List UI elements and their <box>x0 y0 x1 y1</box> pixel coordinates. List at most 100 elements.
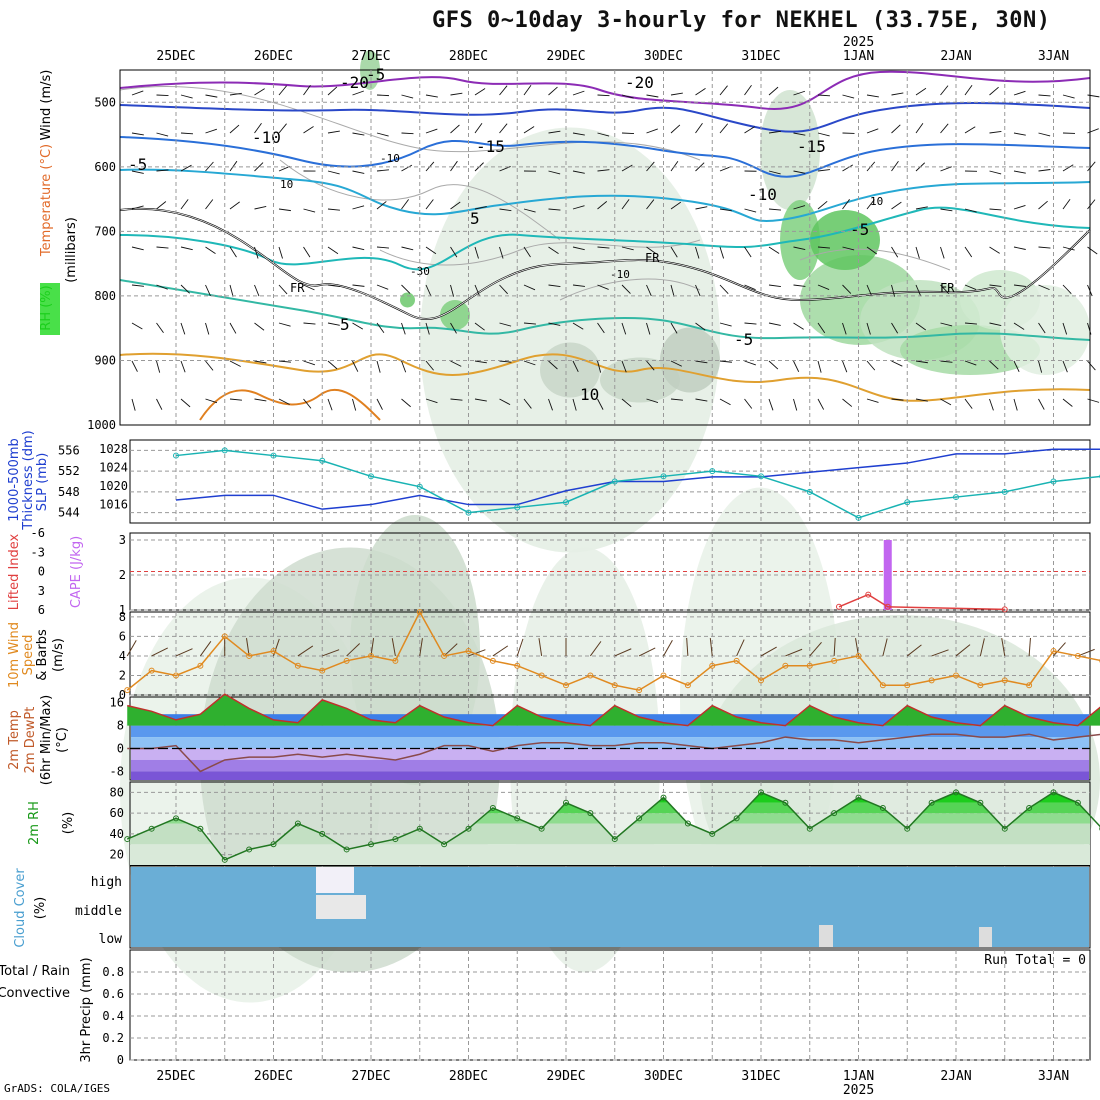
rh-2m-line-point <box>465 825 472 832</box>
wind-barb <box>352 322 364 330</box>
wind-barb <box>499 360 512 363</box>
date-label-bottom: 31DEC <box>741 1069 780 1084</box>
wind-barb <box>891 92 904 96</box>
wind-barb-10m <box>126 640 137 657</box>
wind-barb <box>940 322 953 327</box>
wind-barb-10m <box>1028 637 1031 656</box>
wind-barb <box>474 322 485 331</box>
wind-barb <box>376 322 385 334</box>
rh-2m-line-point <box>368 841 374 848</box>
wind-barb <box>450 322 457 334</box>
wind-barb <box>597 284 609 290</box>
wind-barb <box>719 85 728 96</box>
wind-barb <box>621 360 627 373</box>
wind-barb <box>989 131 1002 134</box>
wind-barb <box>695 322 706 331</box>
thickness-series-line <box>175 449 1100 519</box>
thickness-series-line-point <box>514 504 521 511</box>
cloud-level-middle: middle <box>75 904 122 919</box>
wind-barb <box>866 398 879 403</box>
wind-barb <box>1062 322 1068 335</box>
wind-barb <box>940 398 952 406</box>
wind-barb <box>719 123 729 134</box>
rh-tick: 80 <box>110 785 124 799</box>
wind-barb <box>793 284 806 287</box>
rh-2m-line-point <box>319 830 326 837</box>
temp-label-1: 2m Temp <box>7 710 22 770</box>
wind-barb <box>254 88 265 96</box>
wind-barb <box>156 246 169 249</box>
wind-barb <box>989 398 994 411</box>
precip-tick: 0.6 <box>102 987 124 1001</box>
rh-shade-7 <box>760 90 820 210</box>
wind-barb <box>131 322 143 330</box>
temp-band <box>131 748 1089 760</box>
wind-barb <box>621 246 634 251</box>
wind-tick: 4 <box>119 649 126 663</box>
wind-barb-10m <box>443 643 458 657</box>
wind-barb <box>278 246 283 259</box>
pressure-tick: 700 <box>94 224 116 238</box>
wind-barb <box>523 84 532 96</box>
wind-barb <box>303 322 316 325</box>
wind10-speed-line-point <box>343 657 350 664</box>
wind-barb <box>744 322 757 325</box>
wind-barb-10m <box>785 648 803 657</box>
wind10-speed-line <box>126 610 1100 691</box>
wind10-speed-line-point <box>173 672 179 679</box>
wind-barb <box>915 87 927 96</box>
wind-barb-10m <box>1053 642 1066 657</box>
wind-barb <box>597 360 602 373</box>
wind-barb <box>768 130 781 134</box>
wind-barb <box>548 322 561 326</box>
wind-barb <box>744 398 753 409</box>
wind-barb <box>695 162 705 172</box>
cloud-level-high: high <box>91 875 122 890</box>
temp-contour-3 <box>119 168 1091 222</box>
wind-barb <box>940 360 953 363</box>
wind-barb-10m <box>931 649 949 657</box>
rh-2m-line-point <box>538 825 545 832</box>
wind-barb <box>621 398 632 408</box>
thickness-tick: 552 <box>58 464 80 478</box>
wind-barb <box>670 92 683 96</box>
slp-label-1: 1000-500mb <box>7 438 22 522</box>
temp-label-2: 2m DewPt <box>23 707 38 774</box>
wind-barb <box>229 360 241 367</box>
wind10-speed-line-point <box>977 682 984 689</box>
wind-barb <box>499 85 508 96</box>
wind-barb-10m <box>419 638 423 657</box>
credit: GrADS: COLA/IGES <box>4 1082 110 1095</box>
wind-barb <box>376 360 381 373</box>
wind-barb <box>1013 246 1026 250</box>
pressure-tick: 1000 <box>87 418 116 432</box>
rh-label-2: (%) <box>61 812 76 835</box>
contour-label: FR <box>290 281 305 295</box>
wind-barb <box>327 170 340 175</box>
wind-barb-10m <box>1001 638 1006 657</box>
contour-label: FR <box>645 251 660 265</box>
wind-barb-10m <box>468 649 486 657</box>
wind-barb-10m <box>175 648 193 657</box>
precip-legend-conv: Convective <box>0 986 70 1001</box>
wind-barb <box>425 199 434 210</box>
wind10-speed-line-point <box>733 657 740 664</box>
isotach-4 <box>799 248 951 271</box>
wind-barb <box>719 398 731 406</box>
wind-barb <box>229 160 238 172</box>
wind-barb <box>1087 398 1100 403</box>
wind-barb <box>964 360 977 366</box>
wind-barb <box>621 132 635 135</box>
wind-barb <box>401 132 414 135</box>
wind-barb <box>254 246 259 259</box>
contour-label: 5 <box>470 209 480 228</box>
wind-barb <box>523 126 535 134</box>
temp-band <box>131 725 1089 738</box>
wind-barb <box>450 360 462 367</box>
wind-barb <box>327 398 333 411</box>
wind-barb <box>744 360 756 366</box>
slp-series-line <box>175 448 1100 510</box>
wind-barb <box>523 208 536 213</box>
wind10-speed-line-point <box>1026 682 1033 689</box>
wind-barb <box>768 170 781 175</box>
